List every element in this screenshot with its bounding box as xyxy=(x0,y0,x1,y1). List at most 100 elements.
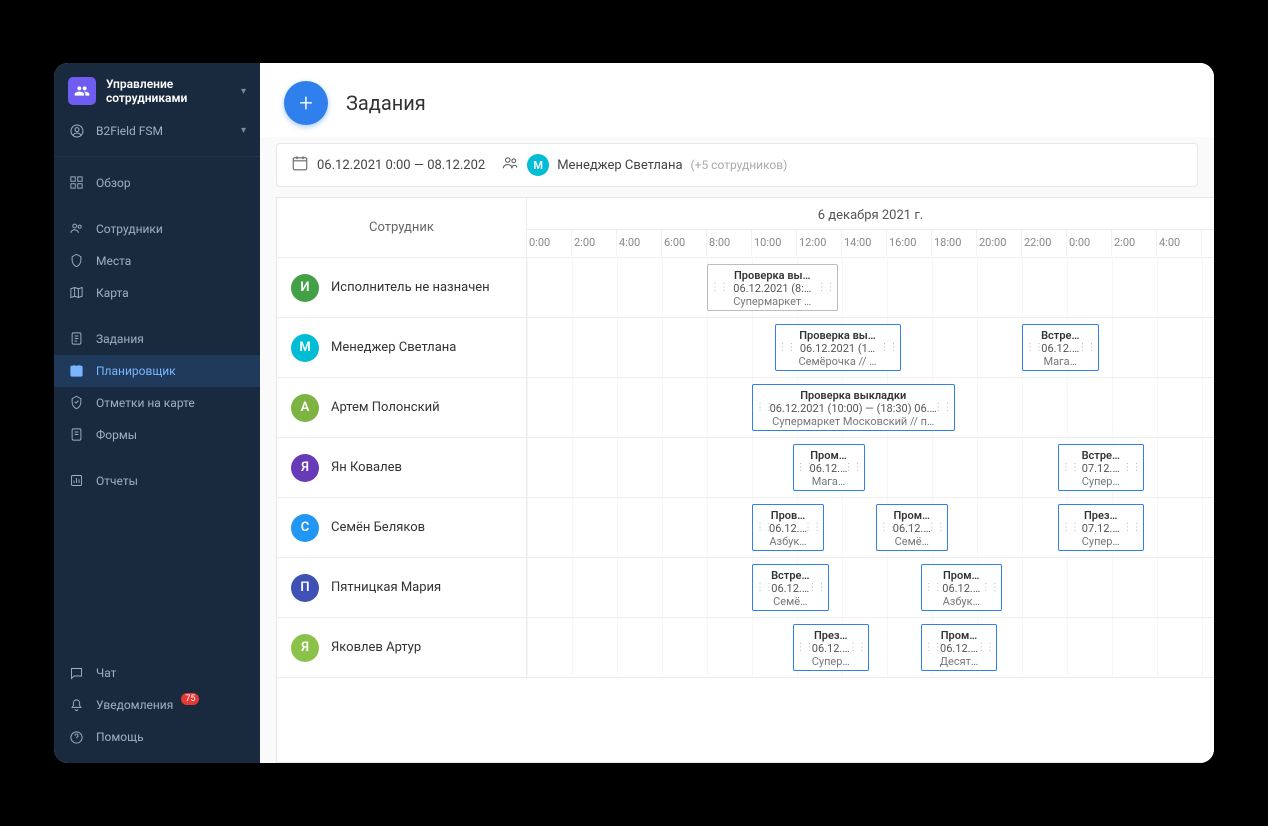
schedule-row: ССемён Беляков ⋮⋮ Пров… 06.12.… Азбук… ⋮… xyxy=(277,498,1214,558)
task-card[interactable]: ⋮⋮ Пром… 06.12.… Семё… ⋮⋮ xyxy=(876,504,948,551)
drag-handle-icon[interactable]: ⋮⋮ xyxy=(803,523,821,533)
divider xyxy=(54,156,260,157)
sidebar-item-checkins[interactable]: Отметки на карте xyxy=(54,387,260,419)
drag-handle-icon[interactable]: ⋮⋮ xyxy=(710,283,728,293)
employee-cell[interactable]: ИИсполнитель не назначен xyxy=(277,258,527,317)
drag-handle-icon[interactable]: ⋮⋮ xyxy=(880,343,898,353)
sidebar-item-planner[interactable]: Планировщик xyxy=(54,355,260,387)
drag-handle-icon[interactable]: ⋮⋮ xyxy=(808,583,826,593)
task-card[interactable]: ⋮⋮ Пром… 06.12.… Мага… ⋮⋮ xyxy=(793,444,865,491)
org-switcher[interactable]: B2Field FSM ▾ xyxy=(54,116,260,152)
drag-handle-icon[interactable]: ⋮⋮ xyxy=(976,643,994,653)
drag-handle-icon[interactable]: ⋮⋮ xyxy=(844,463,862,473)
employee-cell[interactable]: ААртем Полонский xyxy=(277,378,527,437)
task-card[interactable]: ⋮⋮ Проверка вы… 06.12.2021 (8:… Супермар… xyxy=(707,264,838,311)
employee-cell[interactable]: Я Ян Ковалев xyxy=(277,438,527,497)
task-card[interactable]: ⋮⋮ Встре… 06.12.… Мага… ⋮⋮ xyxy=(1022,324,1099,371)
sidebar-item-places[interactable]: Места xyxy=(54,245,260,277)
drag-handle-icon[interactable]: ⋮⋮ xyxy=(924,643,942,653)
hour-label: 0:00 xyxy=(1067,230,1112,255)
employee-cell[interactable]: ППятницкая Мария xyxy=(277,558,527,617)
drag-handle-icon[interactable]: ⋮⋮ xyxy=(1061,463,1079,473)
hour-label: 2:00 xyxy=(572,230,617,255)
selected-employee-avatar: М xyxy=(527,154,549,176)
app-switcher[interactable]: Управление сотрудниками ▾ xyxy=(54,63,260,116)
schedule-row: ААртем Полонский ⋮⋮ Проверка выкладки 06… xyxy=(277,378,1214,438)
sidebar-item-reports[interactable]: Отчеты xyxy=(54,465,260,497)
hour-scale: 0:002:004:006:008:0010:0012:0014:0016:00… xyxy=(527,229,1214,255)
drag-handle-icon[interactable]: ⋮⋮ xyxy=(934,403,952,413)
date-range-text: 06.12.2021 0:00 — 08.12.202 xyxy=(317,158,485,173)
filter-bar: 06.12.2021 0:00 — 08.12.202 М Менеджер С… xyxy=(276,143,1198,187)
drag-handle-icon[interactable]: ⋮⋮ xyxy=(755,403,773,413)
employee-name: Ян Ковалев xyxy=(331,460,402,475)
task-card[interactable]: ⋮⋮ Проверка вы… 06.12.2021 (1… Семёрочка… xyxy=(775,324,901,371)
sidebar-item-chat[interactable]: Чат xyxy=(54,657,260,689)
drag-handle-icon[interactable]: ⋮⋮ xyxy=(755,583,773,593)
drag-handle-icon[interactable]: ⋮⋮ xyxy=(778,343,796,353)
drag-handle-icon[interactable]: ⋮⋮ xyxy=(927,523,945,533)
help-icon xyxy=(68,729,84,745)
add-task-button[interactable]: + xyxy=(284,81,328,125)
sidebar-item-label: Чат xyxy=(96,666,116,680)
sidebar-item-help[interactable]: Помощь xyxy=(54,721,260,753)
chat-icon xyxy=(68,665,84,681)
forms-icon xyxy=(68,427,84,443)
schedule-lane[interactable]: ⋮⋮ Пров… 06.12.… Азбук… ⋮⋮ ⋮⋮ Пром… 06.1… xyxy=(527,498,1214,557)
sidebar-item-label: Карта xyxy=(96,286,129,300)
schedule-lane[interactable]: ⋮⋮ Проверка вы… 06.12.2021 (8:… Супермар… xyxy=(527,258,1214,317)
task-place: Супер… xyxy=(808,655,855,668)
drag-handle-icon[interactable]: ⋮⋮ xyxy=(817,283,835,293)
drag-handle-icon[interactable]: ⋮⋮ xyxy=(796,643,814,653)
task-date: 07.12.… xyxy=(1073,522,1129,535)
task-card[interactable]: ⋮⋮ През… 06.12.… Супер… ⋮⋮ xyxy=(793,624,870,671)
drag-handle-icon[interactable]: ⋮⋮ xyxy=(848,643,866,653)
drag-handle-icon[interactable]: ⋮⋮ xyxy=(796,463,814,473)
drag-handle-icon[interactable]: ⋮⋮ xyxy=(1078,343,1096,353)
drag-handle-icon[interactable]: ⋮⋮ xyxy=(1025,343,1043,353)
task-title: Встре… xyxy=(767,569,814,582)
task-card[interactable]: ⋮⋮ Проверка выкладки 06.12.2021 (10:00) … xyxy=(752,384,955,431)
employee-cell[interactable]: ММенеджер Светлана xyxy=(277,318,527,377)
employee-avatar: Я xyxy=(291,634,319,662)
drag-handle-icon[interactable]: ⋮⋮ xyxy=(981,583,999,593)
schedule-lane[interactable]: ⋮⋮ Проверка вы… 06.12.2021 (1… Семёрочка… xyxy=(527,318,1214,377)
employee-filter[interactable]: М Менеджер Светлана (+5 сотрудников) xyxy=(501,154,787,176)
calendar-icon xyxy=(291,154,309,176)
sidebar-item-tasks[interactable]: Задания xyxy=(54,323,260,355)
task-place: Семё… xyxy=(891,535,933,548)
drag-handle-icon[interactable]: ⋮⋮ xyxy=(1123,523,1141,533)
sidebar-item-forms[interactable]: Формы xyxy=(54,419,260,451)
sidebar-bottom: Чат Уведомления75Помощь xyxy=(54,651,260,763)
schedule-lane[interactable]: ⋮⋮ Встре… 06.12.… Семё… ⋮⋮ ⋮⋮ Пром… 06.1… xyxy=(527,558,1214,617)
employee-cell[interactable]: ЯЯковлев Артур xyxy=(277,618,527,677)
schedule-lane[interactable]: ⋮⋮ Проверка выкладки 06.12.2021 (10:00) … xyxy=(527,378,1214,437)
reports-icon xyxy=(68,473,84,489)
sidebar-item-map[interactable]: Карта xyxy=(54,277,260,309)
drag-handle-icon[interactable]: ⋮⋮ xyxy=(1123,463,1141,473)
task-card[interactable]: ⋮⋮ Пром… 06.12.… Азбук… ⋮⋮ xyxy=(921,564,1002,611)
task-card[interactable]: ⋮⋮ През… 07.12.… Супер… ⋮⋮ xyxy=(1058,504,1144,551)
schedule-lane[interactable]: ⋮⋮ Пром… 06.12.… Мага… ⋮⋮ ⋮⋮ Встре… 07.1… xyxy=(527,438,1214,497)
sidebar-item-employees[interactable]: Сотрудники xyxy=(54,213,260,245)
task-place: Десят… xyxy=(936,655,983,668)
schedule-body[interactable]: ИИсполнитель не назначен ⋮⋮ Проверка вы…… xyxy=(277,258,1214,762)
sidebar-item-notifications[interactable]: Уведомления75 xyxy=(54,689,260,721)
schedule-lane[interactable]: ⋮⋮ През… 06.12.… Супер… ⋮⋮ ⋮⋮ Пром… 06.1… xyxy=(527,618,1214,677)
employee-cell[interactable]: ССемён Беляков xyxy=(277,498,527,557)
drag-handle-icon[interactable]: ⋮⋮ xyxy=(879,523,897,533)
sidebar-item-label: Сотрудники xyxy=(96,222,163,236)
date-range-picker[interactable]: 06.12.2021 0:00 — 08.12.202 xyxy=(291,154,485,176)
task-card[interactable]: ⋮⋮ Пром… 06.12.… Десят… ⋮⋮ xyxy=(921,624,998,671)
employee-avatar: П xyxy=(291,574,319,602)
task-card[interactable]: ⋮⋮ Встре… 07.12.… Супер… ⋮⋮ xyxy=(1058,444,1144,491)
drag-handle-icon[interactable]: ⋮⋮ xyxy=(755,523,773,533)
page-header: + Задания xyxy=(260,63,1214,137)
task-card[interactable]: ⋮⋮ Встре… 06.12.… Семё… ⋮⋮ xyxy=(752,564,829,611)
drag-handle-icon[interactable]: ⋮⋮ xyxy=(924,583,942,593)
sidebar-item-label: Уведомления xyxy=(96,698,173,712)
drag-handle-icon[interactable]: ⋮⋮ xyxy=(1061,523,1079,533)
task-card[interactable]: ⋮⋮ Пров… 06.12.… Азбук… ⋮⋮ xyxy=(752,504,824,551)
employee-avatar: Я xyxy=(291,454,319,482)
sidebar-item-overview[interactable]: Обзор xyxy=(54,167,260,199)
